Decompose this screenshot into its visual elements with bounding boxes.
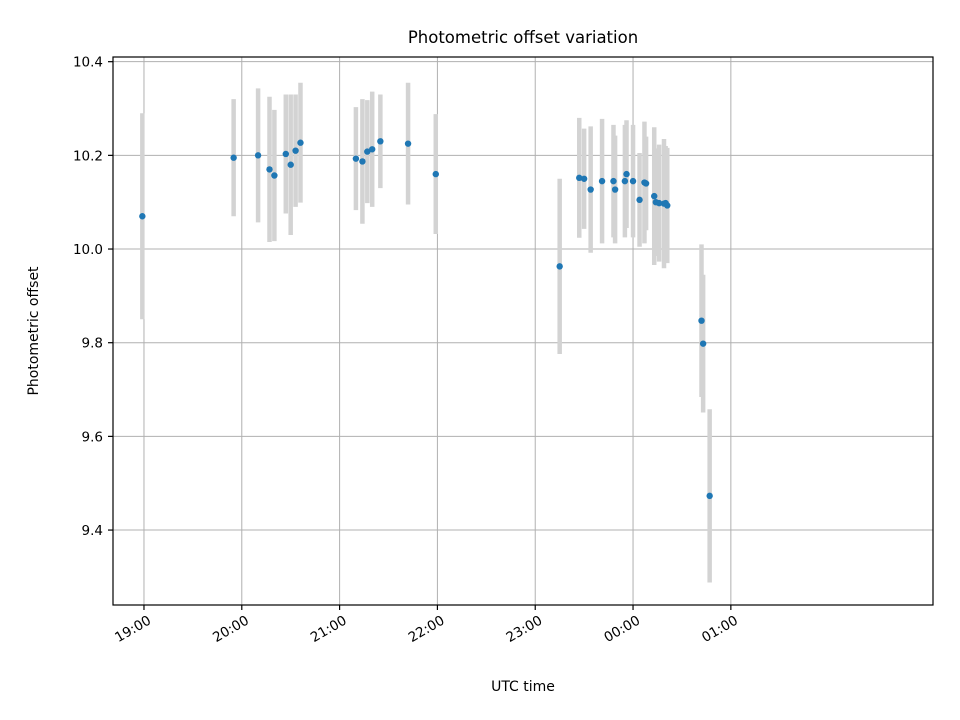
data-point [292, 147, 299, 154]
data-point [556, 263, 563, 270]
data-point [266, 166, 273, 173]
data-point [404, 140, 412, 147]
data-point [706, 492, 713, 500]
x-axis-label: UTC time [491, 679, 555, 695]
data-point [610, 177, 617, 185]
x-tick-label: 20:00 [210, 613, 252, 646]
data-point [629, 177, 637, 185]
y-tick-label: 10.0 [73, 242, 103, 258]
data-point [254, 152, 262, 159]
data-point [580, 175, 588, 182]
y-tick-label: 10.2 [73, 148, 103, 164]
data-point [664, 202, 671, 209]
grid-lines [113, 57, 933, 605]
data-points [139, 138, 713, 500]
data-point [282, 150, 290, 158]
y-tick-label: 9.8 [82, 336, 103, 352]
data-point [139, 213, 146, 220]
y-tick-label: 10.4 [73, 55, 103, 71]
data-point [698, 317, 705, 324]
y-tick-label: 9.4 [82, 523, 103, 539]
x-tick-label: 19:00 [112, 613, 154, 646]
error-bars [140, 82, 712, 583]
data-point [271, 172, 278, 179]
data-point [576, 174, 583, 182]
data-point [623, 170, 630, 178]
y-tick-labels: 9.4 9.6 9.8 10.0 10.2 10.4 [73, 55, 103, 539]
x-tick-label: 23:00 [504, 613, 546, 646]
data-point [297, 139, 304, 146]
data-point [432, 170, 439, 178]
data-point [611, 186, 619, 193]
x-tick-label: 21:00 [308, 613, 350, 646]
data-point [642, 180, 650, 187]
data-point [377, 138, 384, 145]
data-point [655, 199, 663, 207]
y-tick-label: 9.6 [82, 429, 103, 445]
x-tick-labels: 19:00 20:00 21:00 22:00 23:00 00:00 01:00 [112, 613, 741, 646]
data-point [364, 148, 371, 155]
data-point [598, 177, 606, 185]
plot-frame [112, 56, 934, 606]
data-point [369, 146, 376, 153]
axis-ticks [108, 61, 732, 610]
y-axis-label: Photometric offset [26, 266, 42, 396]
data-point [621, 177, 629, 185]
data-point [651, 192, 658, 200]
data-point [230, 154, 237, 161]
data-point [636, 196, 643, 204]
data-point [352, 155, 360, 162]
x-tick-label: 22:00 [406, 613, 448, 646]
data-point [699, 340, 707, 347]
data-point [587, 186, 594, 193]
data-point [287, 161, 294, 168]
x-tick-label: 01:00 [699, 613, 741, 646]
data-point [359, 158, 366, 165]
chart-title: Photometric offset variation [408, 28, 638, 47]
x-tick-label: 00:00 [601, 613, 643, 646]
